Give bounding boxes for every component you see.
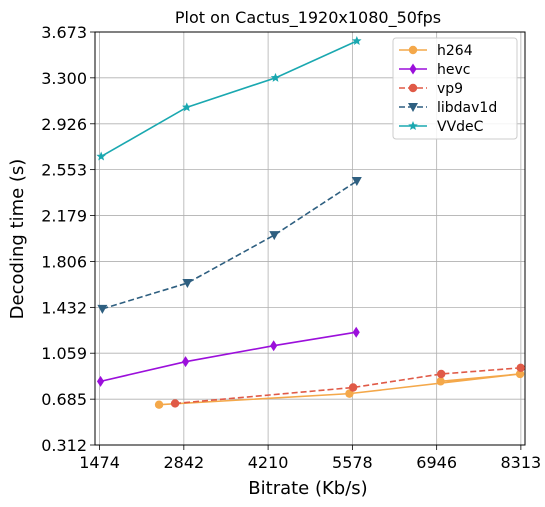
data-point: [436, 377, 445, 386]
data-point: [270, 340, 278, 352]
data-point: [97, 304, 108, 314]
series-line: [159, 373, 521, 406]
series-line: [100, 331, 357, 383]
axis-ticks: 1474 2842 4210 5578 6946 8313 0.312 0.685 1.059 1…: [41, 23, 541, 472]
legend-box: [392, 37, 518, 140]
y-tick-label: 3.300: [41, 69, 87, 88]
y-tick-label: 2.179: [41, 207, 87, 226]
legend: h264 hevc vp9 libdav1d VVdeC: [392, 37, 518, 140]
series-vvdec: [96, 35, 362, 161]
data-point: [182, 102, 192, 112]
chart-title: Plot on Cactus_1920x1080_50fps: [175, 8, 441, 28]
data-point: [515, 369, 525, 379]
data-point: [270, 72, 281, 82]
legend-entry: vp9: [399, 81, 463, 97]
legend-entry: h264: [399, 43, 473, 59]
legend-marker: [408, 45, 418, 55]
y-tick-label: 1.059: [41, 344, 87, 363]
legend-marker: [409, 63, 417, 75]
x-axis-title: Bitrate (Kb/s): [248, 478, 367, 499]
data-point: [170, 399, 180, 408]
series-line: [175, 367, 521, 405]
y-axis-title: Decoding time (s): [7, 159, 28, 320]
plot-area-frame: [94, 31, 526, 446]
x-tick-label: 4210: [248, 453, 289, 472]
data-point: [96, 375, 105, 387]
y-tick-label: 0.685: [41, 390, 87, 409]
series-h264: [154, 369, 525, 409]
legend-label: hevc: [437, 62, 470, 78]
legend-entry: VVdeC: [399, 119, 484, 135]
x-tick-label: 5578: [332, 453, 373, 472]
x-tick-label: 2842: [163, 453, 204, 472]
data-point: [348, 383, 358, 392]
data-point: [351, 177, 362, 187]
data-point: [154, 400, 164, 409]
y-tick-label: 0.312: [41, 436, 87, 455]
legend-entry: libdav1d: [399, 100, 497, 116]
series-line: [100, 40, 358, 158]
legend-marker: [408, 103, 418, 112]
x-tick-label: 1474: [79, 453, 120, 472]
legend-marker: [408, 83, 418, 93]
y-tick-label: 3.673: [41, 23, 87, 42]
series-hevc: [96, 326, 360, 387]
x-tick-label: 8313: [501, 453, 542, 472]
legend-label: VVdeC: [437, 119, 484, 135]
y-tick-label: 2.553: [41, 161, 87, 180]
x-tick-label: 6946: [416, 453, 457, 472]
data-point: [345, 389, 354, 398]
data-point: [516, 363, 525, 373]
data-point: [96, 151, 106, 161]
series-layer: [96, 35, 525, 409]
legend-marker: [408, 121, 418, 131]
y-tick-label: 2.926: [41, 115, 87, 134]
series-line: [102, 180, 358, 310]
data-point: [437, 369, 446, 379]
data-point: [352, 326, 360, 338]
legend-label: vp9: [437, 81, 463, 97]
y-tick-label: 1.806: [41, 252, 87, 271]
legend-label: h264: [437, 43, 473, 59]
data-point: [181, 356, 190, 368]
series-vp9: [170, 363, 525, 408]
data-point: [269, 231, 280, 241]
legend-label: libdav1d: [437, 100, 497, 116]
y-tick-label: 1.432: [41, 298, 87, 317]
series-libdav1d: [97, 177, 362, 314]
data-point: [182, 279, 193, 289]
data-point: [352, 35, 362, 46]
legend-entry: hevc: [399, 62, 470, 78]
